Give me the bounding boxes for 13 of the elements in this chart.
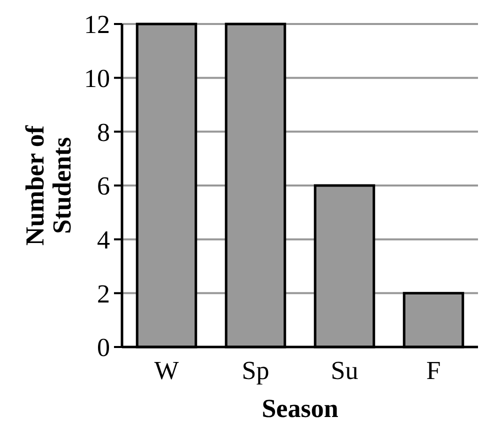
y-tick-label: 10 [84, 64, 110, 93]
y-axis-title: Number of Students [20, 125, 77, 246]
y-tick-label: 4 [97, 225, 110, 254]
y-tick-label: 12 [84, 10, 110, 40]
y-tick-label: 8 [97, 118, 110, 147]
x-tick-label: Sp [242, 356, 270, 385]
x-tick-label: F [426, 356, 441, 385]
x-tick-label: W [154, 356, 180, 385]
y-tick-label: 2 [97, 279, 110, 308]
x-axis-title: Season [262, 394, 339, 423]
x-tick-label: Su [330, 356, 358, 385]
y-tick-label: 0 [97, 333, 110, 362]
y-tick-label: 6 [97, 172, 110, 201]
